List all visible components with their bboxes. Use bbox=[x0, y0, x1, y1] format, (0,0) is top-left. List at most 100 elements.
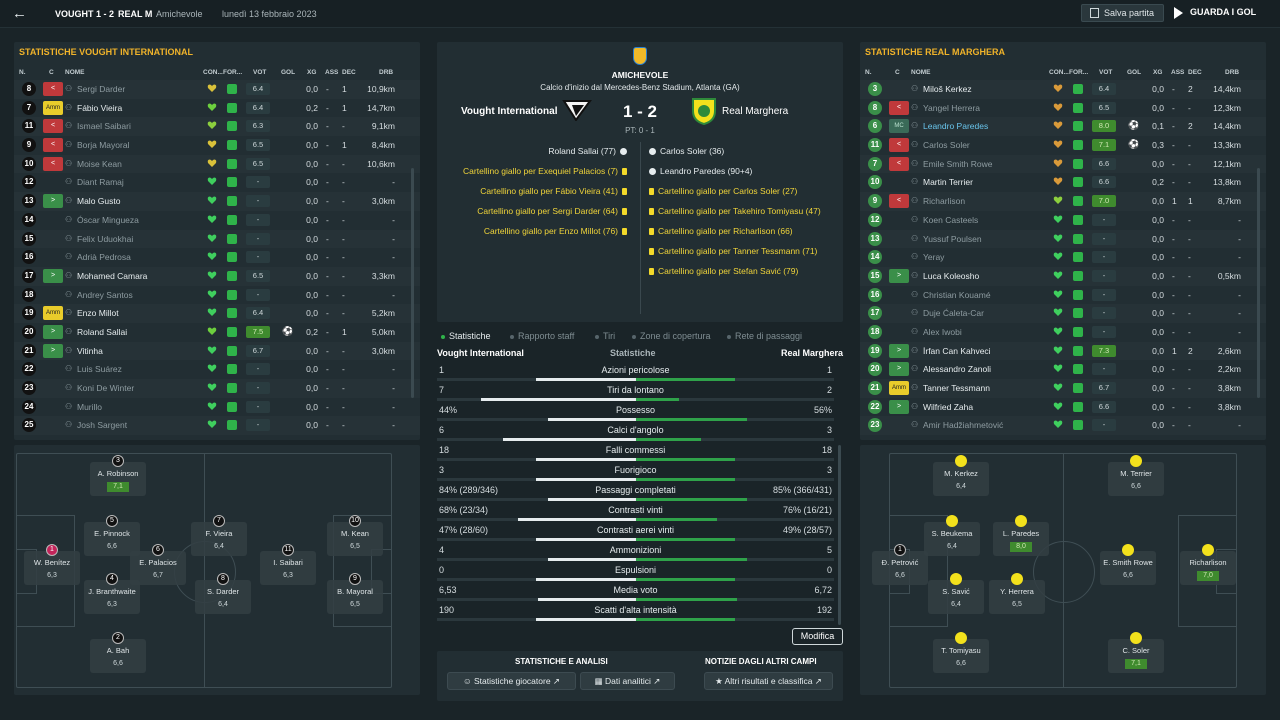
player-stats-button[interactable]: ☺ Statistiche giocatore ↗ bbox=[447, 672, 576, 690]
pitch-player[interactable]: 9 B. Mayoral 6,5 bbox=[327, 573, 383, 614]
pitch-player[interactable]: 8 S. Darder 6,4 bbox=[195, 573, 251, 614]
column-header-drb[interactable]: DRB bbox=[379, 69, 394, 76]
column-header-for[interactable]: FOR... bbox=[1069, 69, 1089, 76]
player-name[interactable]: Andrey Santos bbox=[77, 289, 133, 300]
player-row[interactable]: 6 MC ⚇ Leandro Paredes 8.0 ⚽ 0,1- 2 14,4km bbox=[860, 117, 1266, 136]
pitch-player[interactable]: M. Terrier 6,6 bbox=[1108, 455, 1164, 496]
pitch-player[interactable]: T. Tomiyasu 6,6 bbox=[933, 632, 989, 673]
edit-stats-button[interactable]: Modifica bbox=[792, 628, 843, 645]
player-name[interactable]: Koen Casteels bbox=[923, 214, 979, 225]
pitch-player[interactable]: Y. Herrera 6,5 bbox=[989, 573, 1045, 614]
player-name[interactable]: Felix Uduokhai bbox=[77, 233, 134, 244]
player-name[interactable]: Alessandro Zanoli bbox=[923, 364, 992, 375]
player-row[interactable]: 20 > ⚇ Alessandro Zanoli -0,0- -2,2km bbox=[860, 360, 1266, 379]
player-row[interactable]: 17 > ⚇ Mohamed Camara 6.5 0,0- -3,3km bbox=[14, 267, 420, 286]
pitch-player[interactable]: L. Paredes 8,0 bbox=[993, 515, 1049, 556]
pitch-player[interactable]: S. Beukema 6,4 bbox=[924, 515, 980, 556]
tab-statistiche[interactable]: Statistiche bbox=[441, 331, 491, 341]
player-row[interactable]: 21 Amm ⚇ Tanner Tessmann 6.7 0,0- -3,8km bbox=[860, 379, 1266, 398]
column-header-gol[interactable]: GOL bbox=[281, 69, 296, 76]
watch-goals-button[interactable]: GUARDA I GOL bbox=[1174, 7, 1256, 19]
away-list-scrollbar[interactable] bbox=[1257, 168, 1260, 398]
player-row[interactable]: 9 < ⚇ Borja Mayoral 6.5 0,0- 1 8,4km bbox=[14, 136, 420, 155]
player-row[interactable]: 12 ⚇ Diant Ramaj -0,0- - - bbox=[14, 173, 420, 192]
player-name[interactable]: Christian Kouamé bbox=[923, 289, 991, 300]
pitch-player[interactable]: 2 A. Bah 6,6 bbox=[90, 632, 146, 673]
player-row[interactable]: 23 ⚇ Koni De Winter -0,0- - - bbox=[14, 379, 420, 398]
player-name[interactable]: Sergi Darder bbox=[77, 84, 126, 94]
player-name[interactable]: Vitinha bbox=[77, 345, 103, 356]
player-row[interactable]: 12 ⚇ Koen Casteels -0,0- - - bbox=[860, 211, 1266, 230]
column-header-xg[interactable]: XG bbox=[307, 69, 317, 76]
player-name[interactable]: Borja Mayoral bbox=[77, 140, 130, 151]
player-name[interactable]: Luca Koleosho bbox=[923, 270, 980, 281]
pitch-player[interactable]: Richarlison 7,0 bbox=[1180, 544, 1236, 585]
column-header-gol[interactable]: GOL bbox=[1127, 69, 1142, 76]
player-row[interactable]: 15 > ⚇ Luca Koleosho -0,0- -0,5km bbox=[860, 267, 1266, 286]
tab-rete-passaggi[interactable]: Rete di passaggi bbox=[727, 331, 802, 341]
player-row[interactable]: 13 ⚇ Yussuf Poulsen -0,0- - - bbox=[860, 230, 1266, 249]
player-name[interactable]: Miloš Kerkez bbox=[923, 84, 972, 94]
player-row[interactable]: 23 ⚇ Amir Hadžiahmetović -0,0- - - bbox=[860, 416, 1266, 435]
player-row[interactable]: 16 ⚇ Adrià Pedrosa -0,0- - - bbox=[14, 248, 420, 267]
player-row[interactable]: 7 Amm ⚇ Fábio Vieira 6.4 0,2- 1 14,7km bbox=[14, 99, 420, 118]
column-header-dec[interactable]: DEC bbox=[1188, 69, 1202, 76]
pitch-player[interactable]: 3 A. Robinson 7,1 bbox=[90, 455, 146, 496]
player-row[interactable]: 13 > ⚇ Malo Gusto -0,0- -3,0km bbox=[14, 192, 420, 211]
player-name[interactable]: Malo Gusto bbox=[77, 196, 121, 207]
player-row[interactable]: 17 ⚇ Duje Ćaleta-Car -0,0- - - bbox=[860, 304, 1266, 323]
pitch-player[interactable]: M. Kerkez 6,4 bbox=[933, 455, 989, 496]
pitch-player[interactable]: C. Soler 7,1 bbox=[1108, 632, 1164, 673]
player-name[interactable]: Yangel Herrera bbox=[923, 102, 981, 113]
player-row[interactable]: 8 < ⚇ Sergi Darder 6.4 0,0- 1 10,9km bbox=[14, 80, 420, 99]
player-name[interactable]: İrfan Can Kahveci bbox=[923, 345, 991, 356]
column-header-vot[interactable]: VOT bbox=[253, 69, 267, 76]
stats-scrollbar[interactable] bbox=[838, 445, 841, 625]
player-row[interactable]: 19 Amm ⚇ Enzo Millot 6.4 0,0- -5,2km bbox=[14, 304, 420, 323]
other-results-button[interactable]: ★ Altri risultati e classifica ↗ bbox=[704, 672, 833, 690]
column-header-xg[interactable]: XG bbox=[1153, 69, 1163, 76]
player-row[interactable]: 14 ⚇ Yeray -0,0- - - bbox=[860, 248, 1266, 267]
column-header-n[interactable]: N. bbox=[865, 69, 872, 76]
column-header-con[interactable]: CON... bbox=[203, 69, 223, 76]
pitch-player[interactable]: 6 E. Palacios 6,7 bbox=[130, 544, 186, 585]
pitch-player[interactable]: 1 Đ. Petrović 6,6 bbox=[872, 544, 928, 585]
player-row[interactable]: 9 < ⚇ Richarlison 7.0 0,0 1 1 8,7km bbox=[860, 192, 1266, 211]
player-name[interactable]: Tanner Tessmann bbox=[923, 383, 990, 393]
player-name[interactable]: Leandro Paredes bbox=[923, 121, 989, 132]
pitch-player[interactable]: 10 M. Kean 6,5 bbox=[327, 515, 383, 556]
player-name[interactable]: Moise Kean bbox=[77, 158, 122, 169]
player-row[interactable]: 24 ⚇ Murillo -0,0- - - bbox=[14, 398, 420, 417]
player-row[interactable]: 22 ⚇ Luis Suárez -0,0- - - bbox=[14, 360, 420, 379]
player-name[interactable]: Koni De Winter bbox=[77, 383, 135, 393]
player-name[interactable]: Adrià Pedrosa bbox=[77, 252, 131, 263]
pitch-player[interactable]: E. Smith Rowe 6,6 bbox=[1100, 544, 1156, 585]
player-name[interactable]: Diant Ramaj bbox=[77, 177, 124, 188]
player-row[interactable]: 18 ⚇ Andrey Santos -0,0- - - bbox=[14, 286, 420, 305]
player-name[interactable]: Fábio Vieira bbox=[77, 102, 123, 113]
column-header-c[interactable]: C bbox=[49, 69, 54, 76]
player-row[interactable]: 3 ⚇ Miloš Kerkez 6.4 0,0- 2 14,4km bbox=[860, 80, 1266, 99]
player-row[interactable]: 16 ⚇ Christian Kouamé -0,0- - - bbox=[860, 286, 1266, 305]
tab-rapporto-staff[interactable]: Rapporto staff bbox=[510, 331, 574, 341]
tab-zone-copertura[interactable]: Zone di copertura bbox=[632, 331, 711, 341]
player-name[interactable]: Enzo Millot bbox=[77, 308, 119, 319]
player-row[interactable]: 11 < ⚇ Ismael Saibari 6.3 0,0- -9,1km bbox=[14, 117, 420, 136]
player-row[interactable]: 22 > ⚇ Wilfried Zaha 6.6 0,0- -3,8km bbox=[860, 398, 1266, 417]
pitch-player[interactable]: 5 E. Pinnock 6,6 bbox=[84, 515, 140, 556]
pitch-player[interactable]: 4 J. Branthwaite 6,3 bbox=[84, 573, 140, 614]
player-row[interactable]: 15 ⚇ Felix Uduokhai -0,0- - - bbox=[14, 230, 420, 249]
player-row[interactable]: 8 < ⚇ Yangel Herrera 6.5 0,0- -12,3km bbox=[860, 99, 1266, 118]
player-name[interactable]: Martin Terrier bbox=[923, 177, 973, 188]
player-name[interactable]: Yussuf Poulsen bbox=[923, 233, 982, 244]
home-team-name[interactable]: Vought International bbox=[461, 106, 558, 117]
pitch-player[interactable]: 1 W. Benítez 6,3 bbox=[24, 544, 80, 585]
player-name[interactable]: Richarlison bbox=[923, 196, 966, 207]
analytics-button[interactable]: ▦ Dati analitici ↗ bbox=[580, 672, 675, 690]
pitch-player[interactable]: S. Savić 6,4 bbox=[928, 573, 984, 614]
column-header-con[interactable]: CON... bbox=[1049, 69, 1069, 76]
player-row[interactable]: 19 > ⚇ İrfan Can Kahveci 7.3 0,0 1 2 2,6km bbox=[860, 342, 1266, 361]
player-row[interactable]: 21 > ⚇ Vitinha 6.7 0,0- -3,0km bbox=[14, 342, 420, 361]
player-name[interactable]: Mohamed Camara bbox=[77, 270, 148, 281]
player-name[interactable]: Murillo bbox=[77, 401, 103, 412]
